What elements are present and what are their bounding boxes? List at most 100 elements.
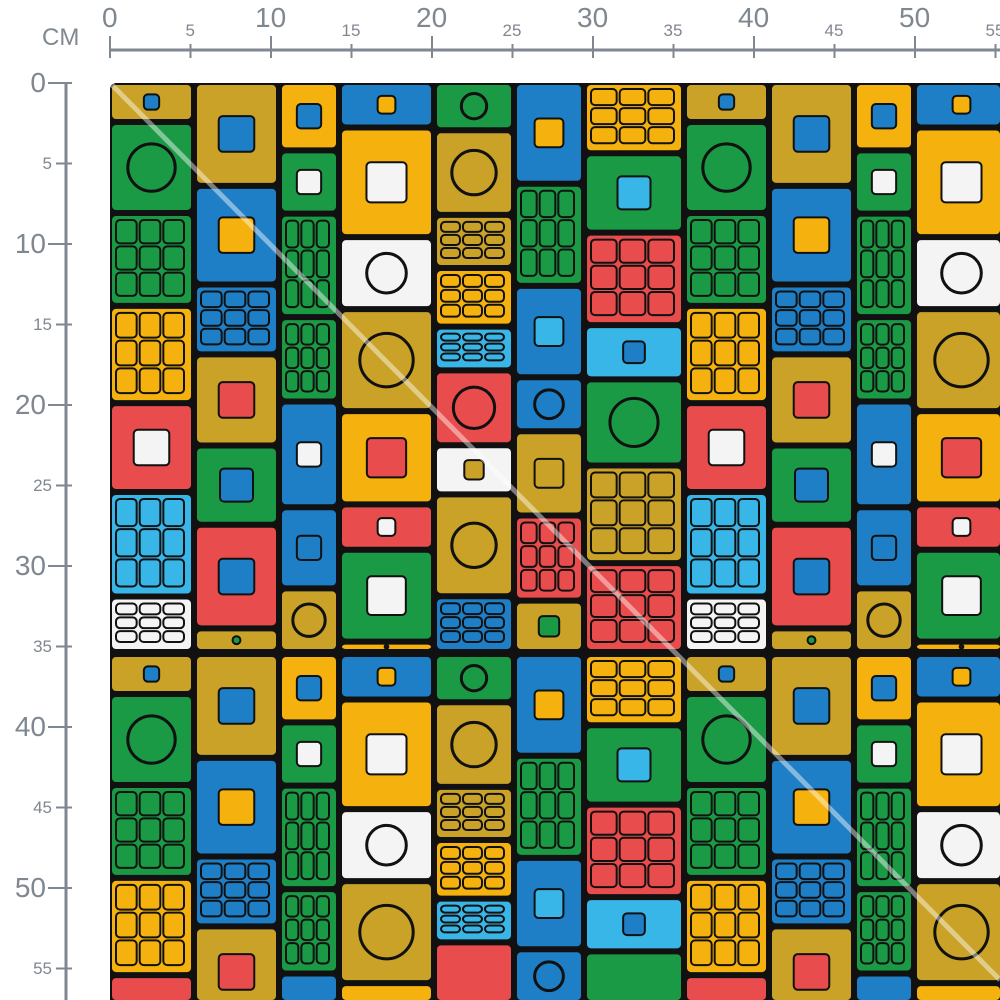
pattern-grid-cell — [822, 862, 845, 881]
pattern-grid-cell — [875, 821, 890, 851]
pattern-grid-cell — [690, 558, 713, 588]
pattern-grid-cell — [713, 528, 737, 558]
pattern-grid-cell — [690, 528, 713, 558]
pattern-grid-cell — [890, 323, 906, 346]
pattern-grid-cell — [875, 279, 890, 309]
pattern-grid-cell — [115, 245, 138, 271]
pattern-grid-cell — [647, 290, 675, 317]
pattern-grid-cell — [590, 810, 618, 836]
pattern-spiral — [365, 251, 408, 295]
pattern-grid-cell — [115, 339, 138, 367]
pattern-inner-square — [794, 467, 829, 503]
pattern-grid-cell — [440, 288, 461, 303]
pattern-grid-cell — [557, 248, 576, 277]
pattern-grid-cell — [138, 883, 162, 911]
pattern-grid-cell — [138, 602, 162, 616]
pattern-grid-cell — [690, 843, 713, 869]
pattern-grid-cell — [647, 264, 675, 290]
pattern-grid-cell — [484, 274, 505, 288]
pattern-spiral — [358, 331, 415, 389]
pattern-grid-cell — [162, 271, 185, 297]
pattern-grid-cell — [462, 875, 483, 890]
pattern-grid-cell — [484, 875, 505, 890]
pattern-grid-cell — [484, 288, 505, 303]
pattern-grid-cell — [520, 761, 538, 791]
pattern-inner-square — [870, 740, 898, 768]
pattern-inner-square — [217, 557, 256, 596]
pattern-block — [437, 133, 511, 212]
pattern-block — [437, 497, 511, 594]
pattern-grid-cell — [647, 698, 675, 717]
pattern-grid-cell — [223, 862, 247, 881]
pattern-grid-cell — [538, 820, 557, 849]
pattern-grid-cell — [737, 939, 760, 967]
pattern-grid-cell — [798, 899, 822, 918]
pattern-grid-cell — [223, 881, 247, 899]
pattern-grid-cell — [300, 851, 315, 881]
pattern-grid-cell — [713, 602, 737, 616]
pattern-grid-cell — [590, 238, 618, 264]
pattern-spiral — [126, 142, 177, 193]
pattern-grid-cell — [557, 189, 576, 219]
pattern-grid-cell — [484, 233, 505, 246]
pattern-block — [857, 976, 911, 1000]
pattern-grid-cell — [875, 249, 890, 279]
pattern-grid-cell — [440, 904, 461, 914]
pattern-grid-cell — [618, 88, 647, 107]
pattern-grid-cell — [200, 899, 223, 918]
pattern-grid-cell — [440, 616, 461, 630]
pattern-grid-cell — [875, 346, 890, 370]
pattern-grid-cell — [690, 311, 713, 339]
pattern-spiral — [459, 663, 489, 693]
pattern-block — [342, 644, 431, 649]
pattern-block — [687, 697, 766, 783]
pattern-grid-cell — [115, 602, 138, 616]
pattern-grid-cell — [647, 126, 675, 145]
pattern-grid-cell — [285, 942, 300, 965]
pattern-grid-cell — [618, 238, 647, 264]
pattern-grid-cell — [647, 619, 675, 643]
pattern-block — [342, 986, 431, 1000]
pattern-grid-cell — [618, 660, 647, 679]
pattern-grid-cell — [618, 499, 647, 527]
pattern-grid-cell — [200, 327, 223, 346]
pattern-grid-cell — [737, 245, 760, 271]
pattern-grid-cell — [462, 846, 483, 860]
pattern-grid-cell — [462, 860, 483, 875]
pattern-grid-cell — [462, 904, 483, 914]
pattern-grid-cell — [162, 367, 185, 395]
pattern-grid-cell — [713, 630, 737, 643]
pattern-inner-square — [941, 575, 982, 616]
top-tick-label: 25 — [502, 21, 522, 40]
top-tick-label: 45 — [824, 21, 844, 40]
pattern-inner-square — [616, 175, 652, 211]
pattern-grid-cell — [618, 471, 647, 499]
pattern-grid-cell — [300, 279, 315, 309]
pattern-grid-cell — [590, 264, 618, 290]
pattern-grid-cell — [484, 846, 505, 860]
pattern-grid-cell — [484, 818, 505, 832]
pattern-inner-square — [940, 437, 983, 479]
pattern-grid-cell — [690, 271, 713, 297]
pattern-spiral — [291, 602, 327, 638]
pattern-grid-cell — [690, 630, 713, 643]
pattern-grid-cell — [775, 309, 798, 327]
top-tick-label: 35 — [663, 21, 683, 40]
pattern-grid-cell — [440, 875, 461, 890]
pattern-grid-cell — [115, 219, 138, 245]
pattern-grid-cell — [484, 332, 505, 342]
pattern-grid-cell — [860, 249, 875, 279]
pattern-grid-cell — [285, 346, 300, 370]
pattern-inner-square — [870, 168, 898, 196]
pattern-grid-cell — [538, 189, 557, 219]
pattern-grid-cell — [618, 862, 647, 889]
pattern-inner-square — [295, 534, 323, 561]
left-tick-label: 25 — [33, 475, 52, 495]
pattern-grid-cell — [690, 817, 713, 843]
pattern-grid-cell — [520, 820, 538, 849]
pattern-grid-cell — [737, 911, 760, 939]
pattern-block — [917, 240, 1000, 307]
pattern-grid-cell — [860, 821, 875, 851]
pattern-inner-square — [792, 953, 831, 991]
pattern-grid-cell — [484, 616, 505, 630]
